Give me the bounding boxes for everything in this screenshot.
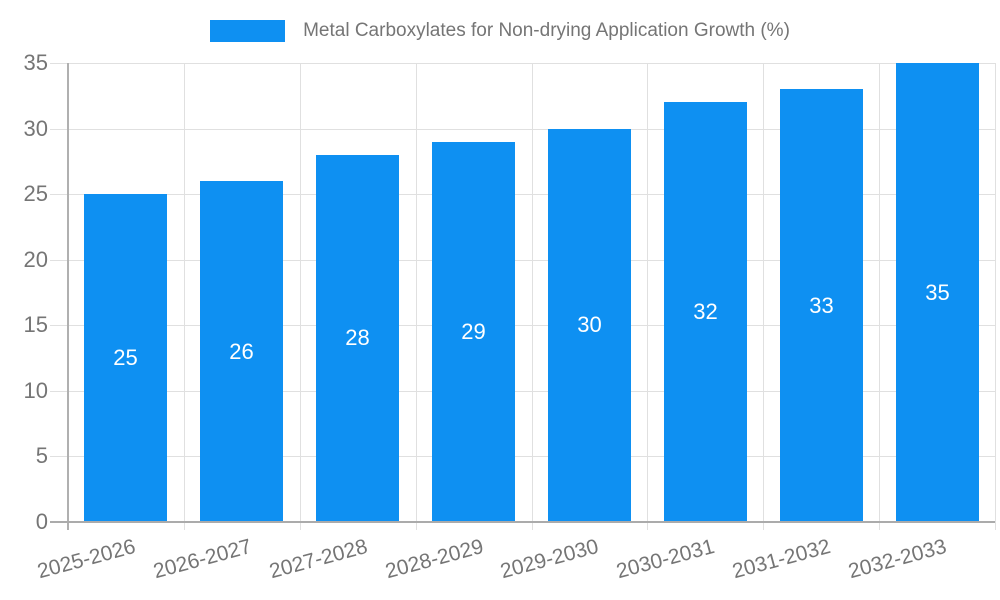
y-axis-line — [67, 63, 69, 530]
bar-value-label: 33 — [809, 293, 834, 318]
bar-value-label: 30 — [577, 312, 602, 337]
legend: Metal Carboxylates for Non-drying Applic… — [0, 20, 1000, 42]
v-gridline — [184, 63, 185, 530]
bar-value-label: 28 — [345, 325, 370, 350]
legend-swatch — [210, 20, 286, 42]
legend-label: Metal Carboxylates for Non-drying Applic… — [303, 20, 790, 41]
v-gridline — [416, 63, 417, 530]
y-tick-label: 10 — [23, 378, 48, 403]
y-tick-label: 25 — [23, 181, 48, 206]
y-tick-label: 15 — [23, 312, 48, 337]
v-gridline — [532, 63, 533, 530]
v-gridline — [763, 63, 764, 530]
bar[interactable] — [548, 129, 631, 522]
h-gridline — [50, 456, 995, 457]
bar-value-label: 26 — [229, 339, 254, 364]
y-tick-label: 5 — [35, 443, 48, 468]
bar[interactable] — [896, 63, 979, 522]
h-gridline — [50, 129, 995, 130]
bar[interactable] — [316, 155, 399, 522]
bar-value-label: 25 — [113, 345, 138, 370]
bar[interactable] — [664, 102, 747, 522]
v-gridline — [300, 63, 301, 530]
bar[interactable] — [432, 142, 515, 522]
bar-value-label: 35 — [925, 280, 950, 305]
v-gridline — [647, 63, 648, 530]
bar[interactable] — [780, 89, 863, 522]
y-tick-label: 20 — [23, 247, 48, 272]
bar-value-label: 32 — [693, 299, 718, 324]
h-gridline — [50, 325, 995, 326]
v-gridline — [995, 63, 996, 530]
h-gridline — [50, 63, 995, 64]
v-gridline — [879, 63, 880, 530]
bar[interactable] — [200, 181, 283, 522]
h-gridline — [50, 260, 995, 261]
y-tick-label: 30 — [23, 116, 48, 141]
bar[interactable] — [84, 194, 167, 522]
y-tick-label: 35 — [23, 50, 48, 75]
x-axis-line — [50, 521, 995, 523]
h-gridline — [50, 391, 995, 392]
y-tick-label: 0 — [35, 509, 48, 534]
bar-value-label: 29 — [461, 319, 486, 344]
h-gridline — [50, 194, 995, 195]
